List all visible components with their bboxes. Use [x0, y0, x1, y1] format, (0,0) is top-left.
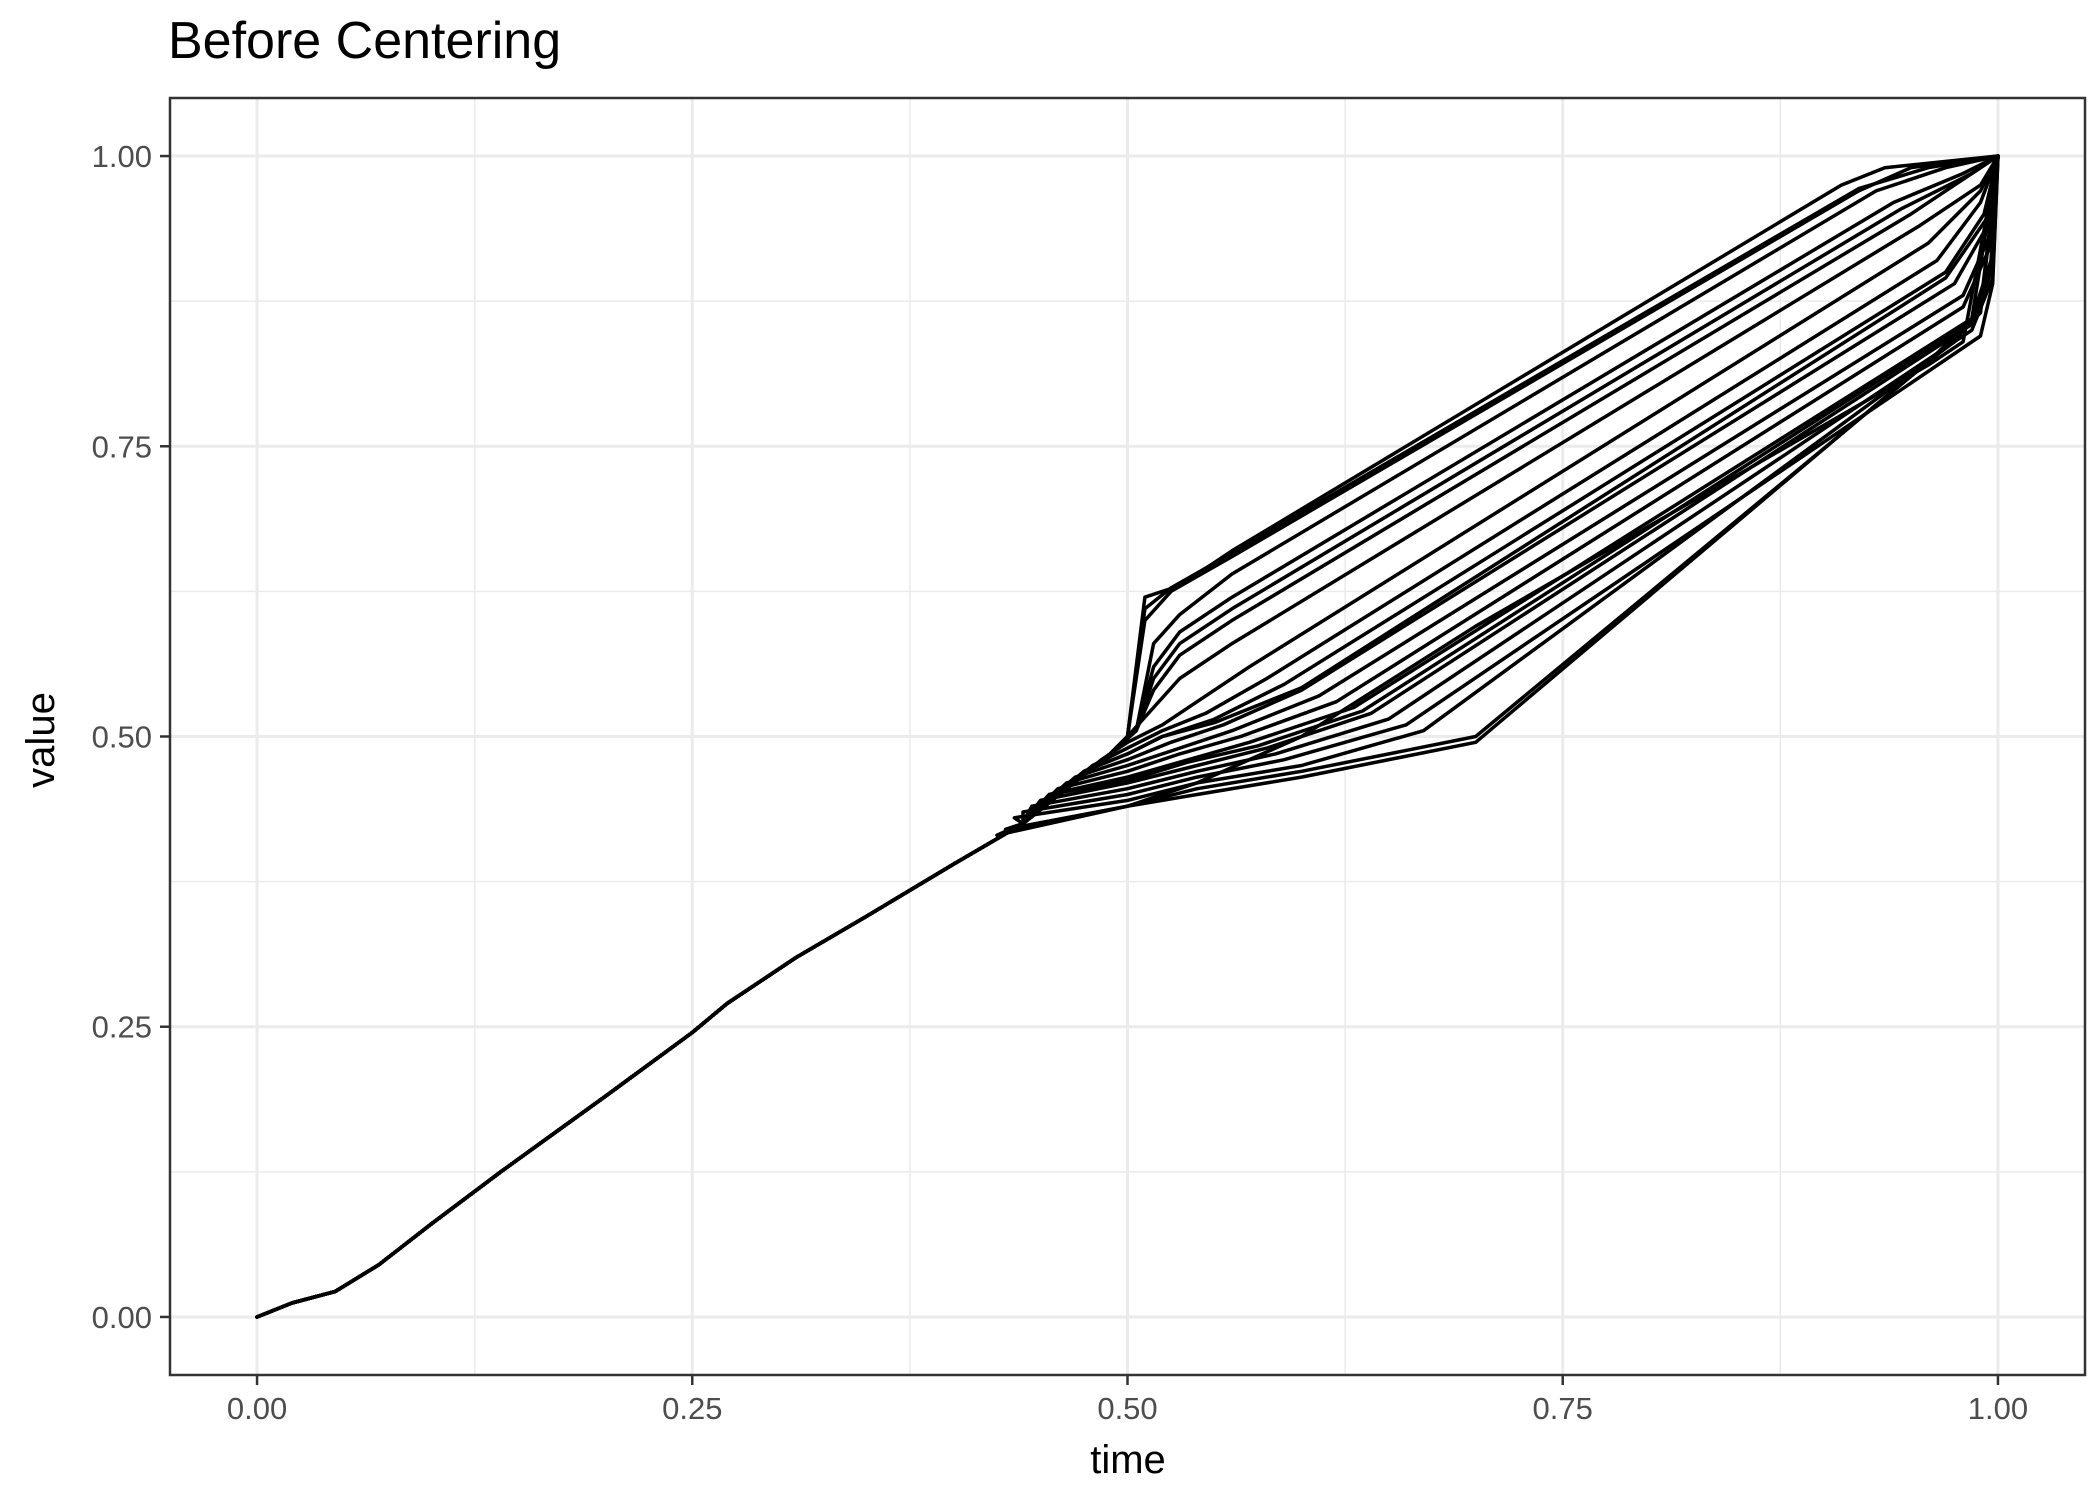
x-tick-label: 0.00: [227, 1391, 287, 1426]
x-tick-label: 0.25: [662, 1391, 722, 1426]
y-axis-label: value: [19, 692, 63, 788]
x-tick-label: 1.00: [1968, 1391, 2028, 1426]
y-tick-label: 0.00: [92, 1300, 152, 1335]
grid: [170, 98, 2085, 1375]
y-axis: 0.00 0.25 0.50 0.75 1.00: [92, 139, 170, 1335]
y-tick-label: 0.50: [92, 720, 152, 755]
y-tick-label: 0.25: [92, 1010, 152, 1045]
x-axis-label: time: [1090, 1438, 1166, 1482]
chart-title: Before Centering: [168, 12, 561, 70]
x-tick-label: 0.75: [1533, 1391, 1593, 1426]
y-tick-label: 1.00: [92, 139, 152, 174]
x-tick-label: 0.50: [1097, 1391, 1157, 1426]
y-tick-label: 0.75: [92, 429, 152, 464]
x-axis: 0.00 0.25 0.50 0.75 1.00: [227, 1375, 2028, 1426]
series-line-24: [255, 154, 2000, 1319]
series-lines: [255, 154, 2000, 1319]
